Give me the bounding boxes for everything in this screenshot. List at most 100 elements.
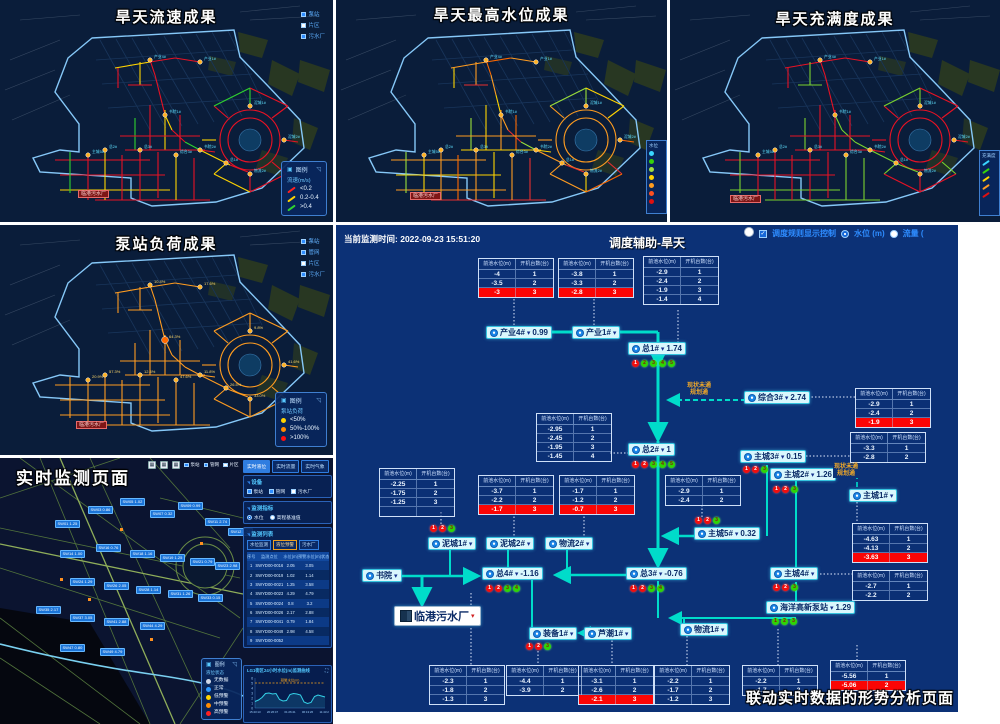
layer-toggle-2[interactable]: 片区 bbox=[301, 21, 325, 29]
toolbar-layer-1[interactable]: 泵站 bbox=[184, 462, 200, 468]
pump-node-zc4[interactable]: 主城4# ▾ bbox=[770, 567, 819, 580]
tab-实时流量[interactable]: 实时流量 bbox=[272, 460, 300, 473]
monitor-point-row[interactable]: 8 SWYD00-0049 2.98 4.58 bbox=[247, 626, 330, 636]
tab-实时液位[interactable]: 实时液位 bbox=[243, 460, 271, 473]
station-label[interactable]: SW01 1.25 bbox=[55, 520, 80, 528]
list-filter-污水厂[interactable]: 污水厂 bbox=[299, 540, 319, 550]
station-label[interactable]: SW11 2.74 bbox=[205, 518, 230, 526]
station-label[interactable]: SW37 3.05 bbox=[70, 614, 95, 622]
pump-node-nc2[interactable]: 泥城2# ▾ bbox=[486, 537, 535, 550]
metric-radio-水位[interactable]: 水位 bbox=[247, 514, 264, 521]
flow-radio[interactable] bbox=[889, 229, 898, 238]
list-filter-水位监测[interactable]: 水位监测 bbox=[247, 540, 271, 550]
forebay-level-value: -2.7 bbox=[853, 582, 890, 591]
forebay-level-value: -0.7 bbox=[560, 505, 597, 514]
level-radio[interactable] bbox=[841, 229, 849, 238]
station-label[interactable]: SW19 1.25 bbox=[160, 554, 185, 562]
rule-row: -2.2 1 bbox=[743, 677, 817, 686]
station-label[interactable]: SW47 0.80 bbox=[60, 644, 85, 652]
node-value: -0.76 bbox=[664, 569, 683, 578]
station-label[interactable]: SW28 1.14 bbox=[136, 586, 161, 594]
station-label[interactable]: SW24 1.29 bbox=[70, 578, 95, 586]
monitor-point-row[interactable]: 2 SWYD00-0019 1.02 1.14 bbox=[247, 570, 330, 580]
collapse-icon[interactable]: ◹ bbox=[232, 662, 237, 668]
tab-实时气象[interactable]: 实时气象 bbox=[301, 460, 329, 473]
pump-node-zc2[interactable]: 主城2# ▾ 1.26 bbox=[770, 468, 836, 481]
device-checkbox-管网[interactable]: 管网 bbox=[269, 488, 285, 495]
layer-toggle-2[interactable]: 管网 bbox=[301, 248, 325, 256]
device-checkbox-泵站[interactable]: 泵站 bbox=[247, 488, 263, 495]
pump-node-z1[interactable]: 总1# ▾ 1.74 bbox=[628, 342, 686, 355]
pump-node-wl1[interactable]: 物流1# ▾ bbox=[680, 623, 729, 636]
map-canvas[interactable]: 产业4# 产业1# 书院1# 书院2# 泥城1# 泥城2# 物流2# 总1# 总2# 总3# 综合3… bbox=[670, 0, 1000, 222]
pump-node-zc1[interactable]: 主城1# ▾ bbox=[849, 489, 898, 502]
layer-toggle-3[interactable]: 污水厂 bbox=[301, 32, 325, 40]
pump-node-zb1[interactable]: 装备1# ▾ bbox=[529, 627, 578, 640]
pump-node-sy[interactable]: 书院 ▾ bbox=[362, 569, 402, 582]
station-label[interactable]: SW21 0.79 bbox=[190, 558, 215, 566]
monitor-point-row[interactable]: 5 SWYD00-0024 0.8 3.2 bbox=[247, 598, 330, 608]
pump-node-zc3[interactable]: 主城3# ▾ 0.15 bbox=[740, 450, 806, 463]
pump-count-value: 3 bbox=[516, 505, 553, 514]
pump-node-cy4[interactable]: 产业4# ▾ 0.99 bbox=[486, 326, 552, 339]
layer-toggle-4[interactable]: 污水厂 bbox=[301, 270, 325, 278]
forebay-level-value: -1.95 bbox=[537, 443, 574, 452]
station-label[interactable]: SW41 2.88 bbox=[104, 618, 129, 626]
caret-down-icon: ▾ bbox=[612, 329, 617, 337]
station-label[interactable]: SW18 1.16 bbox=[130, 550, 155, 558]
monitor-point-row[interactable]: 7 SWYD00-0041 0.79 1.84 bbox=[247, 617, 330, 627]
station-label[interactable]: SW09 0.99 bbox=[178, 502, 203, 510]
rule-display-checkbox[interactable]: ✓ bbox=[759, 229, 767, 238]
pump-node-lc1[interactable]: 芦潮1# ▾ bbox=[584, 627, 633, 640]
layer-toggle-3[interactable]: 片区 bbox=[301, 259, 325, 267]
pump-node-cy1[interactable]: 产业1# ▾ bbox=[572, 326, 621, 339]
unit-stopped-dot: 1 bbox=[632, 360, 639, 367]
monitor-point-row[interactable]: 1 SWYD00-0016 2.05 3.05 bbox=[247, 561, 330, 571]
layer-toggle-1[interactable]: 泵站 bbox=[301, 237, 325, 245]
unit-stopped-dot: 1 bbox=[632, 461, 639, 468]
pump-node-wsc[interactable]: 临港污水厂 ▾ bbox=[394, 606, 481, 626]
pump-node-z4[interactable]: 总4# ▾ -1.16 bbox=[482, 567, 543, 580]
pump-node-wl2[interactable]: 物流2# ▾ bbox=[545, 537, 594, 550]
expand-icon[interactable]: ⛶ bbox=[324, 668, 328, 673]
device-checkbox-污水厂[interactable]: 污水厂 bbox=[291, 488, 312, 495]
search-icon[interactable]: ▦ bbox=[172, 461, 180, 469]
monitor-point-row[interactable]: 4 SWYD00-0023 4.29 4.79 bbox=[247, 589, 330, 599]
monitor-point-row[interactable]: 9 SWYD00-0052 bbox=[247, 636, 330, 646]
layers-icon[interactable]: ▦ bbox=[148, 461, 156, 469]
collapse-icon[interactable]: ◹ bbox=[316, 167, 321, 173]
station-label[interactable]: SW44 4.29 bbox=[140, 622, 165, 630]
monitor-point-row[interactable]: 6 SWYD00-0026 2.17 2.88 bbox=[247, 607, 330, 618]
map-canvas[interactable]: 产业4# 产业1# 书院1# 书院2# 泥城1# 泥城2# 物流2# 总1# 总2# 总3# 综合3… bbox=[0, 0, 333, 222]
toolbar-layer-2[interactable]: 管网 bbox=[203, 462, 219, 468]
station-label[interactable]: SW26 2.05 bbox=[104, 582, 129, 590]
map-canvas[interactable]: 产业4# 产业1# 书院1# 书院2# 泥城1# 泥城2# 物流2# 总1# 总2# 总3# 综合3… bbox=[336, 0, 667, 222]
toggle-circle[interactable] bbox=[744, 226, 754, 237]
plant-label: 临港污水厂 bbox=[76, 421, 108, 429]
monitor-point-row[interactable]: 3 SWYD00-0021 1.25 3.58 bbox=[247, 579, 330, 590]
station-label[interactable]: SW05 1.02 bbox=[120, 498, 145, 506]
layer-toggle-1[interactable]: 泵站 bbox=[301, 10, 325, 18]
station-label[interactable]: SW33 0.15 bbox=[198, 594, 223, 602]
station-label[interactable]: SW14 1.00 bbox=[60, 550, 85, 558]
station-label[interactable]: SW23 2.98 bbox=[215, 562, 240, 570]
collapse-icon[interactable]: ◹ bbox=[316, 398, 321, 404]
toolbar-layer-3[interactable]: 片区 bbox=[223, 462, 239, 468]
pump-node-hy[interactable]: 海洋高新泵站 ▾ 1.29 bbox=[766, 601, 856, 614]
station-label[interactable]: SW35 2.17 bbox=[36, 606, 61, 614]
list-filter-液位预警[interactable]: 液位预警 bbox=[273, 540, 297, 550]
pump-count-value: 4 bbox=[697, 296, 702, 303]
pump-node-zh3[interactable]: 综合3# ▾ 2.74 bbox=[744, 391, 810, 404]
unit-stopped-dot: 1 bbox=[743, 466, 750, 473]
station-label[interactable]: SW03 0.86 bbox=[88, 506, 113, 514]
pump-node-z3[interactable]: 总3# ▾ -0.76 bbox=[626, 567, 687, 580]
station-label[interactable]: SW07 0.32 bbox=[150, 510, 175, 518]
pump-node-z2[interactable]: 总2# ▾ 1 bbox=[628, 443, 675, 456]
station-label[interactable]: SW16 0.76 bbox=[96, 544, 121, 552]
pump-node-zc5[interactable]: 主城5# ▾ 0.32 bbox=[694, 527, 760, 540]
metric-radio-高程基准值[interactable]: 高程基准值 bbox=[269, 514, 301, 521]
station-label[interactable]: SW31 1.26 bbox=[168, 590, 193, 598]
station-label[interactable]: SW49 4.79 bbox=[100, 648, 125, 656]
locate-icon[interactable]: ▦ bbox=[160, 461, 168, 469]
pump-node-nc1[interactable]: 泥城1# ▾ bbox=[428, 537, 477, 550]
